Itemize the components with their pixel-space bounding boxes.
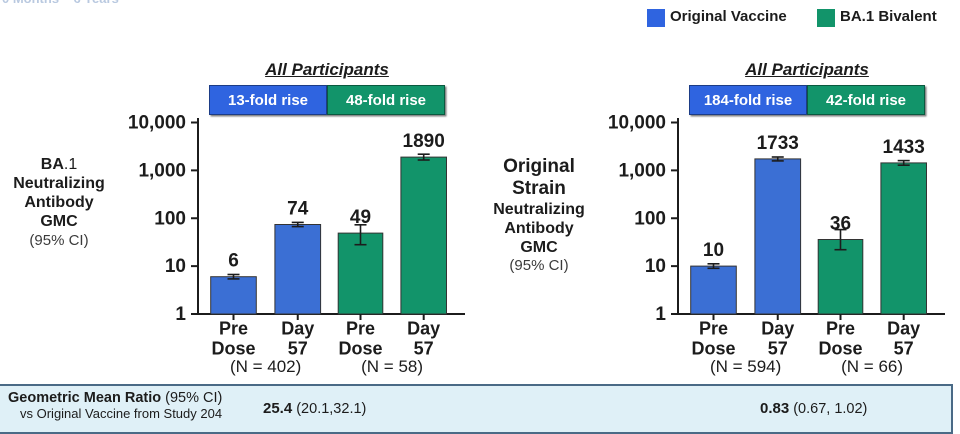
svg-text:Dose: Dose (818, 339, 862, 359)
svg-text:10,000: 10,000 (608, 113, 666, 134)
svg-text:Pre: Pre (346, 319, 375, 339)
svg-text:1890: 1890 (403, 131, 445, 152)
svg-text:10: 10 (703, 240, 724, 261)
svg-text:10: 10 (165, 256, 186, 277)
svg-text:100: 100 (634, 208, 666, 229)
svg-text:Pre: Pre (219, 319, 248, 339)
svg-text:1433: 1433 (883, 137, 925, 158)
svg-text:10: 10 (645, 256, 666, 277)
svg-text:57: 57 (414, 339, 434, 359)
svg-text:Pre: Pre (699, 319, 728, 339)
svg-text:10,000: 10,000 (128, 113, 186, 134)
svg-text:Pre: Pre (826, 319, 855, 339)
svg-text:1,000: 1,000 (138, 160, 186, 181)
svg-text:6: 6 (228, 251, 239, 272)
svg-text:74: 74 (287, 199, 309, 220)
svg-text:Dose: Dose (211, 339, 255, 359)
svg-text:Dose: Dose (338, 339, 382, 359)
svg-text:100: 100 (154, 208, 186, 229)
svg-text:1: 1 (175, 304, 186, 325)
svg-text:57: 57 (768, 339, 788, 359)
svg-text:57: 57 (894, 339, 914, 359)
svg-text:1733: 1733 (757, 133, 799, 154)
svg-text:(N = 594): (N = 594) (710, 357, 781, 376)
svg-text:Day: Day (281, 319, 314, 339)
svg-text:36: 36 (830, 214, 851, 235)
svg-text:49: 49 (350, 207, 371, 228)
svg-text:57: 57 (288, 339, 308, 359)
svg-text:Day: Day (887, 319, 920, 339)
svg-text:1: 1 (655, 304, 666, 325)
svg-text:(N = 66): (N = 66) (841, 357, 903, 376)
svg-text:(N = 58): (N = 58) (361, 357, 423, 376)
svg-text:Dose: Dose (691, 339, 735, 359)
svg-text:(N = 402): (N = 402) (230, 357, 301, 376)
svg-text:1,000: 1,000 (618, 160, 666, 181)
svg-text:Day: Day (761, 319, 794, 339)
svg-text:Day: Day (407, 319, 440, 339)
